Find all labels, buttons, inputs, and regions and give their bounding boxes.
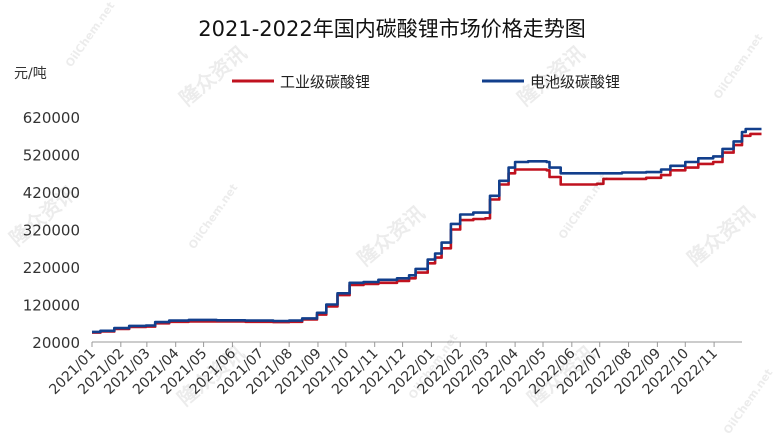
y-tick-label: 520000 [23, 147, 80, 165]
series-layer [92, 127, 762, 334]
y-tick-label: 320000 [23, 222, 80, 240]
legend-label: 工业级碳酸锂 [280, 73, 370, 91]
legend-label: 电池级碳酸锂 [530, 73, 620, 91]
legend: 工业级碳酸锂 电池级碳酸锂 [232, 73, 620, 91]
y-tick-label: 620000 [23, 109, 80, 127]
y-tick-label: 220000 [23, 259, 80, 277]
y-tick-label: 120000 [23, 297, 80, 315]
y-tick-label: 20000 [32, 334, 80, 352]
y-tick-label: 420000 [23, 184, 80, 202]
series-line [92, 127, 762, 334]
series-line [92, 132, 762, 334]
y-axis: 620000 520000 420000 320000 220000 120000 2000… [23, 109, 80, 352]
y-unit-label: 元/吨 [14, 66, 47, 82]
x-axis: 2021/012021/022021/032021/042021/052021/… [46, 341, 742, 398]
chart-title: 2021-2022年国内碳酸锂市场价格走势图 [198, 17, 585, 41]
